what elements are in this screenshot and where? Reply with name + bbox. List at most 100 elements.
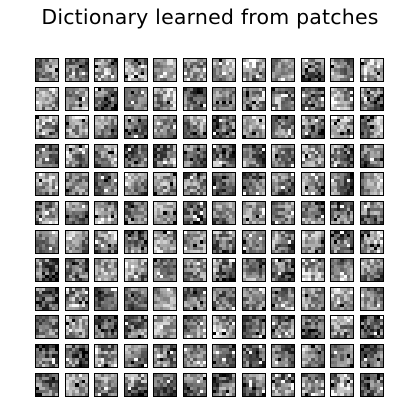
dictionary-atom	[153, 287, 177, 311]
dictionary-atom	[35, 287, 59, 311]
dictionary-atom	[35, 144, 59, 168]
dictionary-atom	[360, 58, 384, 82]
dictionary-atom	[183, 87, 207, 111]
dictionary-atom	[65, 172, 89, 196]
dictionary-atom	[124, 87, 148, 111]
dictionary-atom	[271, 144, 295, 168]
dictionary-atom	[212, 315, 236, 339]
dictionary-atom	[301, 58, 325, 82]
dictionary-atom	[94, 315, 118, 339]
dictionary-atom	[301, 230, 325, 254]
dictionary-atom	[94, 172, 118, 196]
dictionary-atom	[242, 115, 266, 139]
dictionary-atom	[183, 115, 207, 139]
dictionary-atom	[271, 115, 295, 139]
dictionary-atom	[360, 115, 384, 139]
dictionary-atom	[271, 201, 295, 225]
dictionary-atom	[35, 258, 59, 282]
dictionary-atom	[153, 172, 177, 196]
dictionary-atom	[271, 315, 295, 339]
dictionary-atom	[124, 201, 148, 225]
dictionary-atom	[212, 172, 236, 196]
dictionary-atom	[94, 144, 118, 168]
dictionary-atom	[124, 258, 148, 282]
dictionary-atom	[35, 115, 59, 139]
dictionary-atom	[271, 373, 295, 397]
dictionary-atom	[360, 230, 384, 254]
dictionary-atom	[183, 172, 207, 196]
dictionary-atom	[65, 87, 89, 111]
dictionary-atom	[330, 230, 354, 254]
dictionary-atom	[94, 87, 118, 111]
dictionary-atom	[330, 258, 354, 282]
dictionary-atom	[183, 315, 207, 339]
dictionary-atom	[360, 87, 384, 111]
dictionary-atom	[242, 344, 266, 368]
dictionary-atom	[35, 315, 59, 339]
dictionary-atom	[330, 144, 354, 168]
dictionary-atom	[65, 373, 89, 397]
dictionary-atom	[94, 344, 118, 368]
dictionary-atom	[183, 58, 207, 82]
dictionary-atom	[35, 58, 59, 82]
dictionary-atom	[124, 373, 148, 397]
dictionary-atom	[212, 87, 236, 111]
dictionary-atom	[124, 115, 148, 139]
dictionary-atom	[183, 373, 207, 397]
dictionary-atom	[153, 144, 177, 168]
dictionary-atom	[271, 87, 295, 111]
dictionary-atom	[360, 287, 384, 311]
dictionary-atom	[301, 172, 325, 196]
dictionary-atom	[153, 58, 177, 82]
dictionary-atom	[330, 287, 354, 311]
dictionary-atom	[212, 144, 236, 168]
dictionary-atom	[330, 87, 354, 111]
dictionary-atom	[94, 287, 118, 311]
dictionary-atom	[242, 287, 266, 311]
dictionary-atom	[330, 115, 354, 139]
dictionary-atom	[35, 373, 59, 397]
dictionary-atom	[65, 115, 89, 139]
dictionary-atom	[183, 201, 207, 225]
dictionary-atom	[35, 172, 59, 196]
dictionary-atom	[360, 172, 384, 196]
dictionary-atom	[212, 287, 236, 311]
dictionary-atom	[153, 201, 177, 225]
dictionary-atom	[153, 230, 177, 254]
dictionary-atom	[301, 315, 325, 339]
dictionary-atom	[360, 144, 384, 168]
dictionary-atom	[94, 373, 118, 397]
dictionary-atom	[183, 144, 207, 168]
dictionary-atom	[301, 115, 325, 139]
dictionary-atom	[94, 258, 118, 282]
dictionary-atom	[65, 258, 89, 282]
dictionary-atom	[330, 58, 354, 82]
dictionary-atom	[35, 344, 59, 368]
dictionary-atom	[153, 87, 177, 111]
dictionary-atom	[153, 315, 177, 339]
dictionary-atom	[242, 258, 266, 282]
dictionary-atom	[65, 287, 89, 311]
dictionary-atom	[212, 201, 236, 225]
dictionary-atom	[65, 315, 89, 339]
dictionary-atom	[242, 373, 266, 397]
dictionary-atom	[124, 144, 148, 168]
dictionary-atom	[242, 315, 266, 339]
dictionary-atom	[242, 201, 266, 225]
dictionary-atom	[242, 172, 266, 196]
dictionary-atom	[301, 344, 325, 368]
dictionary-atom	[242, 87, 266, 111]
dictionary-atom	[212, 58, 236, 82]
dictionary-atom	[360, 258, 384, 282]
dictionary-atom	[94, 58, 118, 82]
dictionary-atom	[212, 373, 236, 397]
dictionary-atom	[124, 172, 148, 196]
dictionary-atom	[94, 201, 118, 225]
dictionary-atom	[183, 230, 207, 254]
dictionary-atom	[124, 230, 148, 254]
dictionary-atom	[271, 287, 295, 311]
dictionary-atom	[183, 287, 207, 311]
dictionary-atom	[330, 172, 354, 196]
dictionary-atom	[65, 230, 89, 254]
